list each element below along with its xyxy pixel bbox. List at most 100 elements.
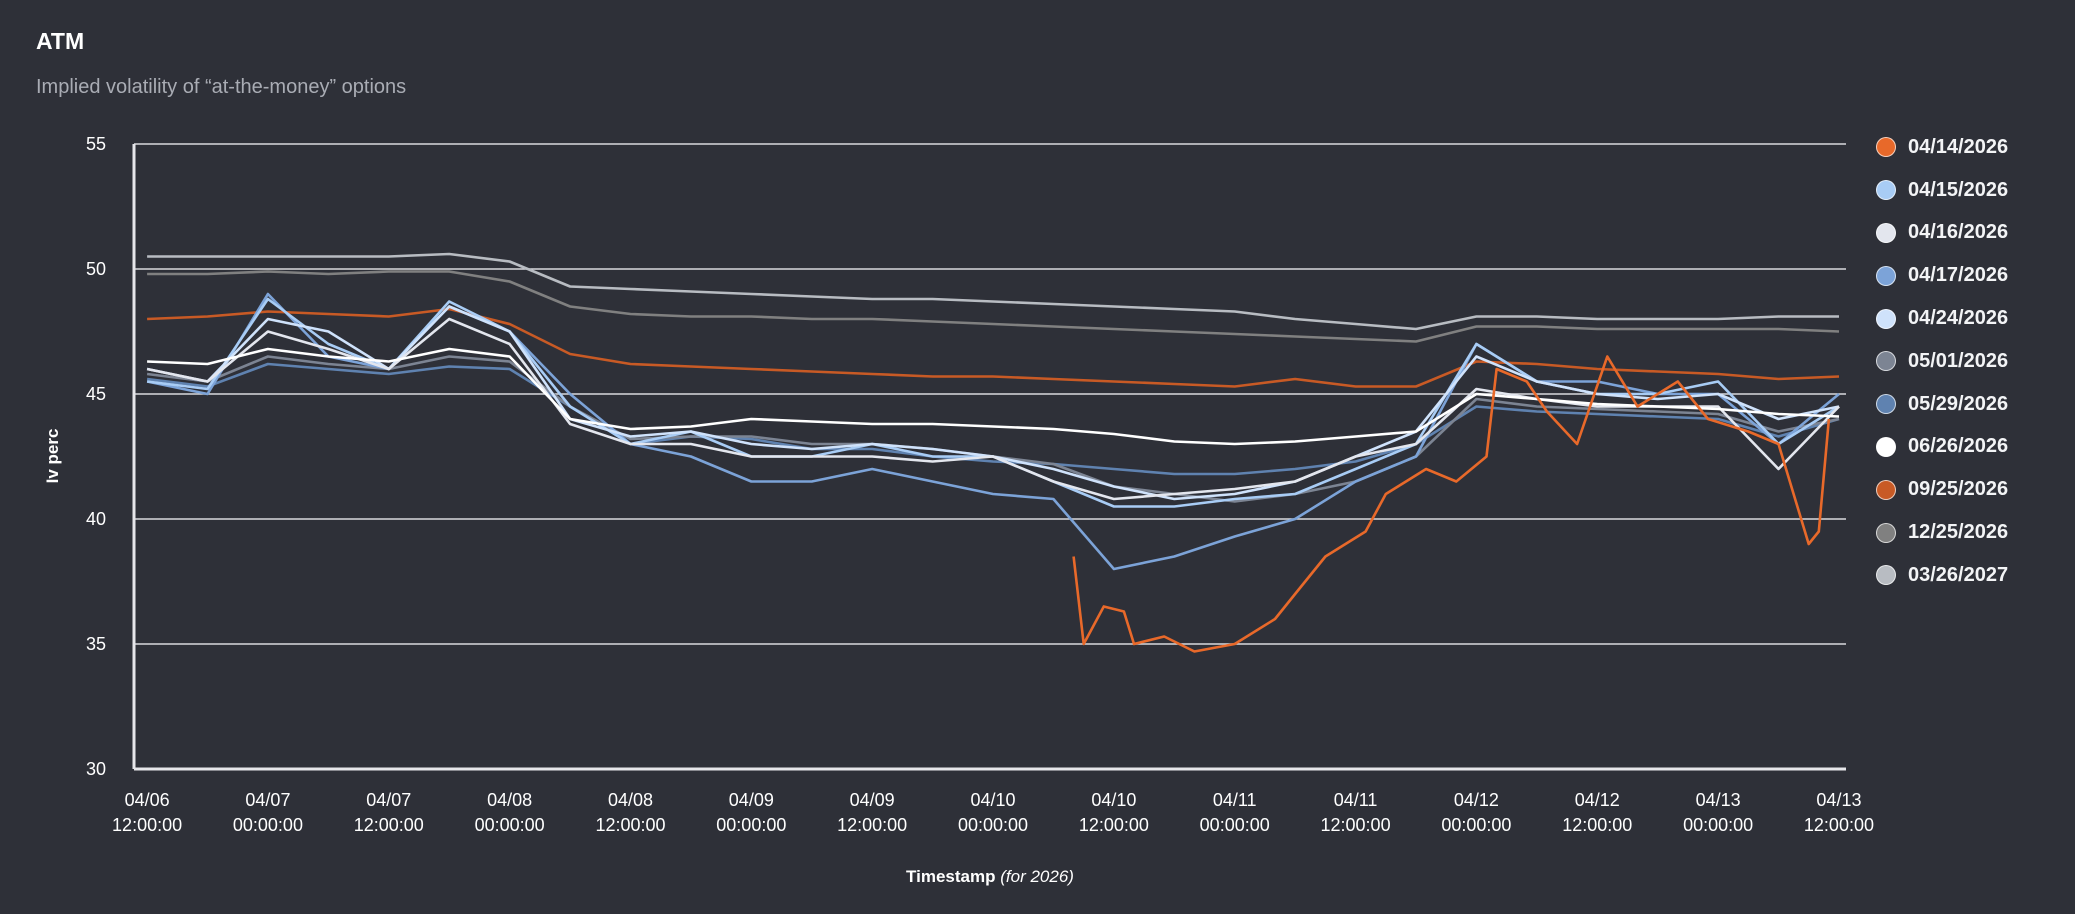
x-tick-date: 04/09 xyxy=(729,790,774,810)
x-tick: 04/09 12:00:00 xyxy=(837,790,907,835)
x-tick: 04/08 12:00:00 xyxy=(595,790,665,835)
x-tick: 04/06 12:00:00 xyxy=(112,790,182,835)
x-tick-date: 04/07 xyxy=(245,790,290,810)
x-tick-time: 12:00:00 xyxy=(1321,815,1391,835)
x-tick-time: 00:00:00 xyxy=(1200,815,1270,835)
legend-swatch-icon xyxy=(1876,222,1896,243)
legend-item[interactable]: 04/15/2026 xyxy=(1876,169,2008,212)
x-tick-date: 04/06 xyxy=(125,790,170,810)
x-tick-time: 00:00:00 xyxy=(716,815,786,835)
legend: 04/14/2026 04/15/2026 04/16/2026 04/17/2026… xyxy=(1876,126,2008,597)
x-tick-time: 00:00:00 xyxy=(233,815,303,835)
legend-item[interactable]: 03/26/2027 xyxy=(1876,554,2008,597)
legend-label: 06/26/2026 xyxy=(1908,435,2009,458)
legend-item[interactable]: 09/25/2026 xyxy=(1876,468,2008,511)
legend-label: 05/01/2026 xyxy=(1908,349,2009,372)
y-tick-label: 35 xyxy=(86,634,106,654)
x-tick: 04/09 00:00:00 xyxy=(716,790,786,835)
legend-item[interactable]: 06/26/2026 xyxy=(1876,426,2008,469)
legend-item[interactable]: 05/29/2026 xyxy=(1876,383,2008,426)
x-tick-labels: 04/0612:00:0004/0700:00:0004/0712:00:000… xyxy=(112,790,1874,835)
legend-item[interactable]: 04/16/2026 xyxy=(1876,212,2008,255)
legend-label: 12/25/2026 xyxy=(1908,521,2009,544)
x-tick: 04/13 12:00:00 xyxy=(1804,790,1874,835)
legend-swatch-icon xyxy=(1876,180,1896,201)
series-line-05-01-2026 xyxy=(146,355,1840,503)
legend-item[interactable]: 12/25/2026 xyxy=(1876,511,2008,554)
legend-label: 03/26/2027 xyxy=(1908,563,2009,586)
legend-item[interactable]: 05/01/2026 xyxy=(1876,340,2008,383)
x-tick-time: 12:00:00 xyxy=(595,815,665,835)
x-tick: 04/13 00:00:00 xyxy=(1683,790,1753,835)
x-tick-time: 00:00:00 xyxy=(475,815,545,835)
x-tick-time: 00:00:00 xyxy=(958,815,1028,835)
x-tick-date: 04/11 xyxy=(1213,790,1257,810)
legend-label: 04/16/2026 xyxy=(1908,221,2009,244)
x-tick-time: 12:00:00 xyxy=(354,815,424,835)
x-tick: 04/07 00:00:00 xyxy=(233,790,303,835)
legend-swatch-icon xyxy=(1876,308,1896,329)
gridlines xyxy=(132,143,1846,771)
legend-swatch-icon xyxy=(1876,394,1896,415)
x-axis-title: Timestamp (for 2026) xyxy=(906,867,1074,886)
x-tick-date: 04/13 xyxy=(1696,790,1741,810)
x-tick-date: 04/13 xyxy=(1816,790,1861,810)
legend-item[interactable]: 04/14/2026 xyxy=(1876,126,2008,169)
legend-label: 04/24/2026 xyxy=(1908,307,2009,330)
x-tick-date: 04/08 xyxy=(487,790,532,810)
legend-swatch-icon xyxy=(1876,522,1896,543)
x-tick: 04/11 12:00:00 xyxy=(1321,790,1391,835)
legend-label: 04/15/2026 xyxy=(1908,178,2009,201)
legend-swatch-icon xyxy=(1876,137,1896,158)
y-tick-label: 40 xyxy=(86,509,106,529)
legend-label: 05/29/2026 xyxy=(1908,392,2009,415)
series-line-04-14-2026 xyxy=(1072,355,1831,653)
y-tick-label: 50 xyxy=(86,259,106,279)
legend-swatch-icon xyxy=(1876,479,1896,500)
x-tick: 04/11 00:00:00 xyxy=(1200,790,1270,835)
x-tick: 04/08 00:00:00 xyxy=(475,790,545,835)
x-tick-time: 12:00:00 xyxy=(112,815,182,835)
chart-title: ATM xyxy=(36,28,85,54)
legend-swatch-icon xyxy=(1876,265,1896,286)
y-tick-label: 30 xyxy=(86,759,106,779)
x-tick-time: 12:00:00 xyxy=(1079,815,1149,835)
x-tick-time: 12:00:00 xyxy=(1562,815,1632,835)
x-axis-title-main: Timestamp xyxy=(906,867,995,886)
x-tick-date: 04/09 xyxy=(850,790,895,810)
legend-swatch-icon xyxy=(1876,351,1896,372)
x-tick-time: 00:00:00 xyxy=(1441,815,1511,835)
x-tick-date: 04/07 xyxy=(366,790,411,810)
legend-label: 04/14/2026 xyxy=(1908,135,2009,158)
legend-swatch-icon xyxy=(1876,565,1896,586)
x-tick-time: 00:00:00 xyxy=(1683,815,1753,835)
x-tick: 04/12 00:00:00 xyxy=(1441,790,1511,835)
legend-item[interactable]: 04/17/2026 xyxy=(1876,254,2008,297)
x-tick-time: 12:00:00 xyxy=(837,815,907,835)
series-line-05-29-2026 xyxy=(146,362,1840,476)
x-tick: 04/10 00:00:00 xyxy=(958,790,1028,835)
x-tick-date: 04/12 xyxy=(1454,790,1499,810)
series-line-09-25-2026 xyxy=(147,307,1840,388)
series-lines xyxy=(146,252,1840,653)
x-tick: 04/10 12:00:00 xyxy=(1079,790,1149,835)
x-tick-date: 04/11 xyxy=(1334,790,1378,810)
series-line-04-17-2026 xyxy=(146,292,1840,571)
x-tick-time: 12:00:00 xyxy=(1804,815,1874,835)
series-line-06-26-2026 xyxy=(147,347,1840,446)
legend-item[interactable]: 04/24/2026 xyxy=(1876,297,2008,340)
y-tick-label: 45 xyxy=(86,384,106,404)
series-line-12-25-2026 xyxy=(147,270,1840,343)
x-tick-date: 04/10 xyxy=(1091,790,1136,810)
x-axis-title-suffix: (for 2026) xyxy=(1000,867,1074,886)
x-tick: 04/12 12:00:00 xyxy=(1562,790,1632,835)
chart-subtitle: Implied volatility of “at-the-money” opt… xyxy=(36,76,407,98)
legend-swatch-icon xyxy=(1876,436,1896,457)
x-tick-date: 04/12 xyxy=(1575,790,1620,810)
y-tick-label: 55 xyxy=(86,134,106,154)
x-tick-date: 04/10 xyxy=(970,790,1015,810)
x-tick: 04/07 12:00:00 xyxy=(354,790,424,835)
y-axis-title: Iv perc xyxy=(43,429,62,484)
series-line-03-26-2027 xyxy=(147,252,1839,331)
